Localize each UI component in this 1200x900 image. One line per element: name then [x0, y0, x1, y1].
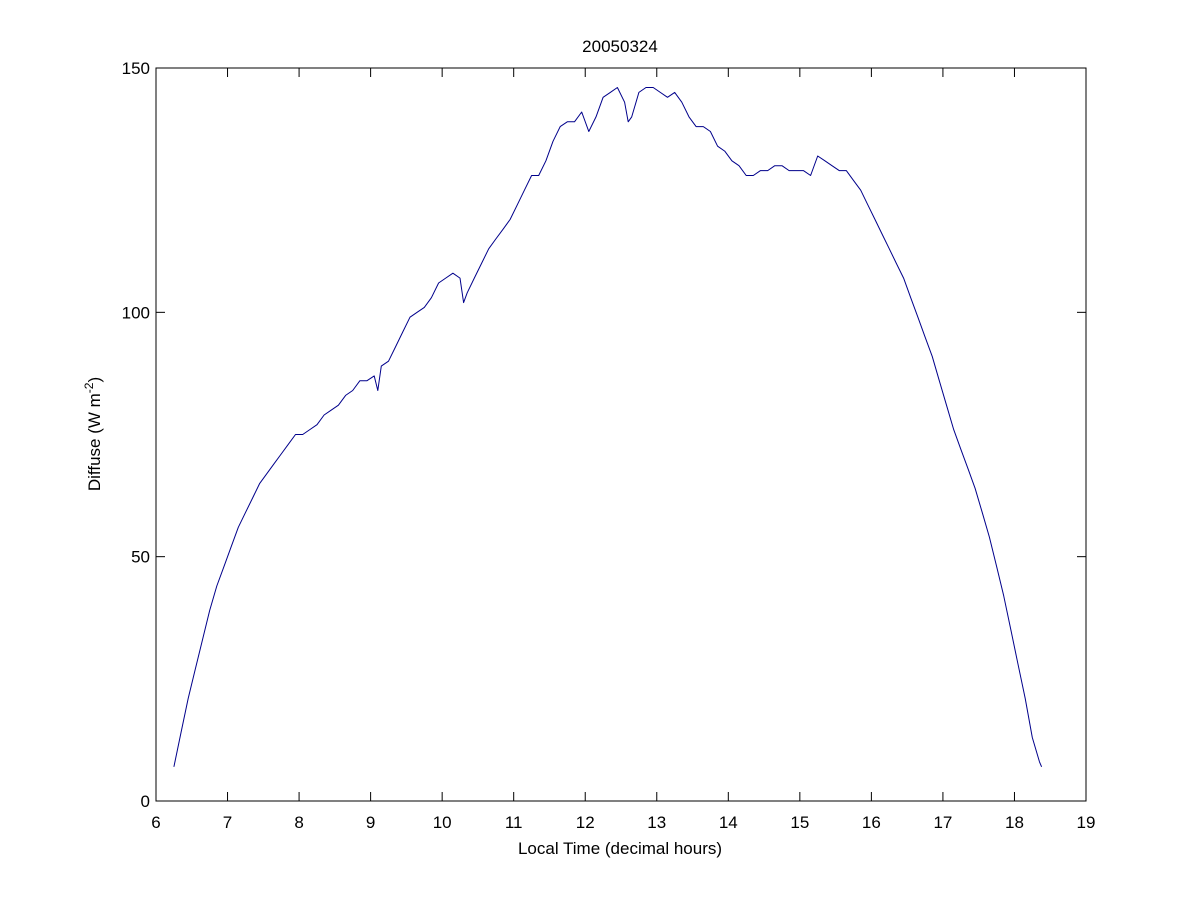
y-axis-label-close: ): [85, 377, 104, 383]
x-tick-label: 9: [366, 813, 375, 832]
series-layer: [173, 87, 1043, 767]
x-tick-label: 6: [151, 813, 160, 832]
y-axis-label-main: Diffuse (W m: [85, 393, 104, 491]
y-tick-label: 0: [141, 792, 150, 811]
x-axis-ticks: 6 7 8 9 10 11 12 13 14 15 16 17 18 19: [151, 68, 1095, 832]
y-axis-label: Diffuse (W m-2): [82, 377, 104, 491]
x-tick-label: 8: [294, 813, 303, 832]
x-tick-label: 19: [1077, 813, 1096, 832]
x-tick-label: 13: [647, 813, 666, 832]
x-tick-label: 16: [862, 813, 881, 832]
x-tick-label: 18: [1005, 813, 1024, 832]
x-tick-label: 14: [719, 813, 738, 832]
chart-title: 20050324: [582, 37, 658, 56]
x-tick-label: 7: [223, 813, 232, 832]
plot-area-frame: [155, 67, 1087, 802]
y-tick-label: 150: [122, 59, 150, 78]
x-tick-label: 17: [933, 813, 952, 832]
y-axis-label-superscript: -2: [82, 382, 96, 393]
x-tick-label: 15: [790, 813, 809, 832]
series-line: [173, 87, 1043, 767]
y-tick-label: 100: [122, 303, 150, 322]
y-axis-ticks: 0 50 100 150: [122, 59, 1086, 811]
x-tick-label: 10: [433, 813, 452, 832]
x-axis-label: Local Time (decimal hours): [518, 839, 722, 858]
x-tick-label: 12: [576, 813, 595, 832]
x-tick-label: 11: [505, 813, 523, 832]
y-tick-label: 50: [131, 548, 150, 567]
